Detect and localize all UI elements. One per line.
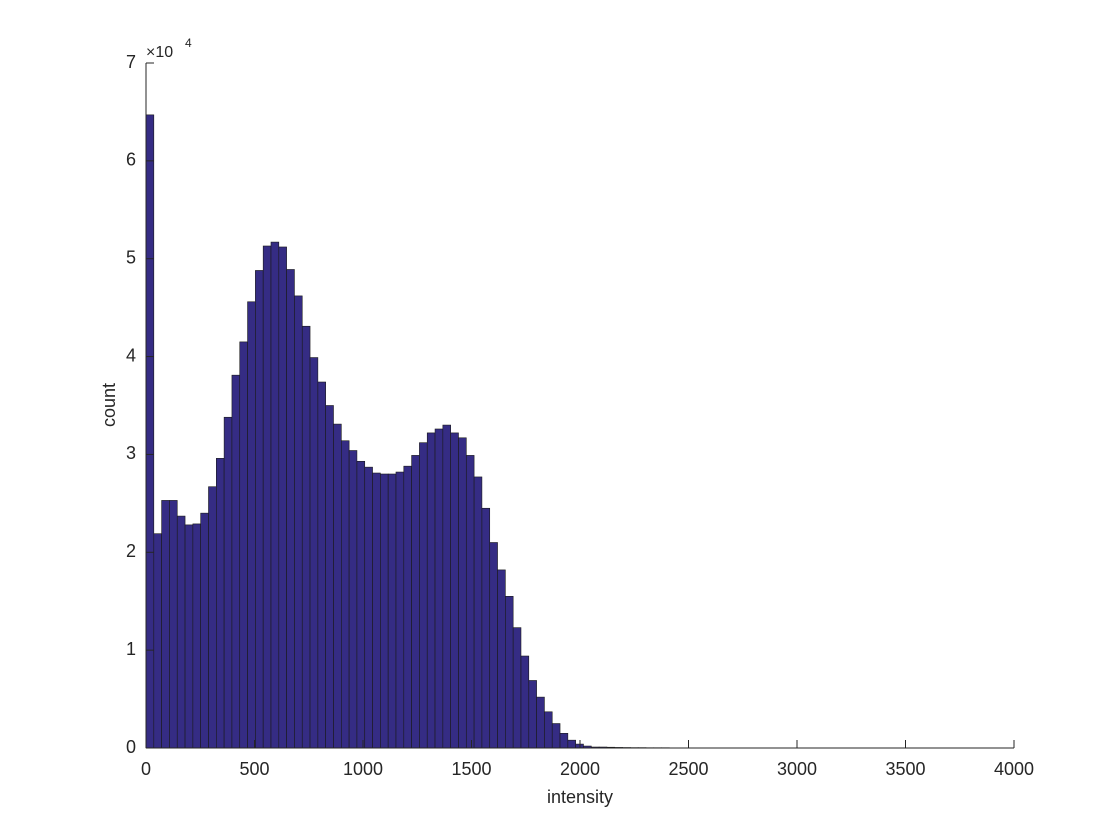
bar [294, 295, 303, 749]
bar [348, 450, 358, 749]
bar [278, 246, 287, 749]
y-multiplier: ×10 [146, 44, 173, 61]
x-tick-label: 2500 [668, 759, 708, 779]
bar [473, 476, 483, 749]
x-tick-label: 500 [239, 759, 269, 779]
bar [286, 269, 295, 749]
bar [216, 458, 225, 749]
y-tick-label: 6 [126, 150, 136, 170]
x-tick-label: 1500 [451, 759, 491, 779]
bar [536, 696, 545, 749]
bar [270, 241, 280, 749]
bar [395, 471, 405, 749]
bar [497, 569, 506, 749]
bar [153, 533, 162, 749]
bar [387, 473, 397, 749]
bar [458, 437, 467, 749]
bar [481, 507, 491, 749]
bar [231, 374, 241, 749]
bar [442, 424, 451, 749]
x-tick-label: 0 [141, 759, 151, 779]
bar [223, 416, 233, 749]
bar [364, 466, 373, 749]
y-tick-label: 1 [126, 639, 136, 659]
bar [255, 270, 264, 749]
bar [544, 711, 553, 749]
bar [426, 432, 436, 749]
bar [301, 325, 311, 749]
y-axis-label: count [99, 383, 119, 427]
y-tick-label: 7 [126, 52, 136, 72]
bar [184, 524, 194, 749]
bar [262, 245, 272, 749]
bar [192, 523, 201, 749]
bar [403, 465, 412, 749]
bar [356, 460, 366, 749]
bar [340, 440, 350, 749]
bar [176, 515, 186, 749]
bar [380, 473, 389, 749]
bar [200, 512, 209, 749]
bar [489, 542, 498, 749]
bar [551, 723, 561, 749]
x-tick-label: 3000 [777, 759, 817, 779]
x-tick-label: 1000 [343, 759, 383, 779]
x-tick-label: 4000 [994, 759, 1034, 779]
bar [411, 455, 420, 749]
bar [208, 486, 217, 749]
bar [169, 500, 178, 749]
bar [161, 500, 170, 749]
bar [528, 680, 537, 749]
bar [465, 455, 475, 749]
y-tick-label: 3 [126, 443, 136, 463]
bar [419, 442, 428, 749]
bar [372, 472, 381, 749]
bar [520, 655, 530, 749]
y-tick-label: 2 [126, 541, 136, 561]
bar [505, 596, 514, 749]
bar [247, 301, 256, 749]
bar [309, 357, 319, 749]
bar [239, 341, 248, 749]
bar [434, 428, 444, 749]
bar [145, 114, 155, 749]
bar [333, 423, 342, 749]
x-axis-label: intensity [547, 787, 613, 807]
bar [325, 405, 334, 749]
bar [559, 733, 569, 749]
bar [567, 739, 576, 749]
y-tick-label: 5 [126, 247, 136, 267]
y-tick-label: 4 [126, 345, 136, 365]
bar [512, 627, 522, 749]
y-tick-label: 0 [126, 737, 136, 757]
bar [317, 381, 326, 749]
x-tick-label: 3500 [885, 759, 925, 779]
bar [450, 432, 459, 749]
x-tick-label: 2000 [560, 759, 600, 779]
y-exponent: 4 [185, 36, 192, 50]
